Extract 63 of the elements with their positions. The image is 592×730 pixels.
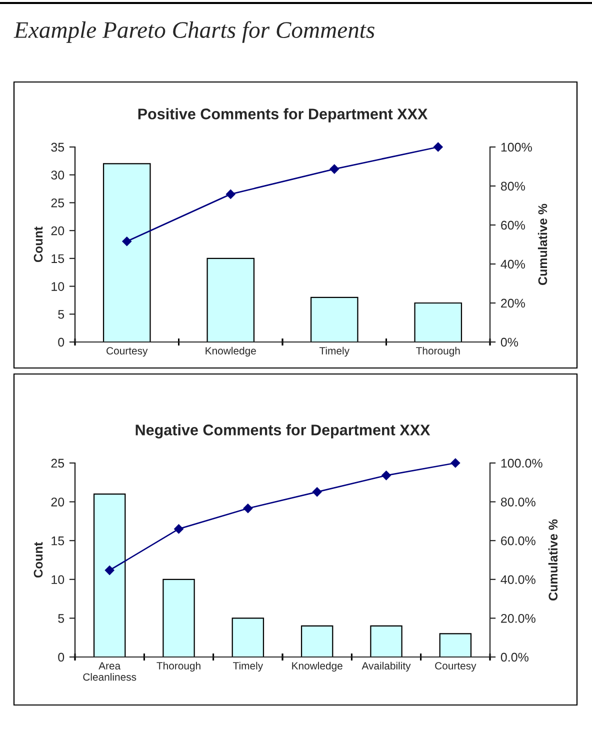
y-tick-label: 15 (52, 536, 64, 546)
y-tick-label: 35 (51, 142, 64, 152)
x-tick-label: Timely (233, 662, 264, 672)
point (104, 566, 114, 575)
x-tick-label: Courtesy (106, 347, 148, 357)
point (122, 236, 132, 246)
bar (370, 625, 402, 657)
point (382, 470, 391, 480)
y2-axis-title: Cumulative % (548, 519, 558, 600)
text: Example Pareto Charts for Comments (14, 21, 374, 43)
y2-tick-label: 20% (501, 298, 525, 308)
y-tick-label: 5 (58, 310, 64, 319)
bar (206, 258, 255, 342)
chart-title: Positive Comments for Department XXX (138, 108, 428, 122)
y-tick-label: 20 (51, 498, 64, 506)
y2-tick-label: 60.0% (501, 536, 536, 546)
y-tick-label: 20 (51, 226, 64, 236)
x-tick-label: Availability (362, 662, 411, 672)
y-axis-title: Count (34, 542, 43, 578)
bar (162, 578, 195, 657)
bar (439, 633, 472, 657)
y2-tick-label: 60% (501, 220, 525, 230)
point (450, 458, 460, 468)
point (312, 487, 322, 497)
x-tick-label: Knowledge (292, 662, 342, 672)
y-tick-label: 25 (51, 198, 64, 208)
y-tick-label: 30 (51, 170, 64, 180)
y2-tick-label: 40% (500, 260, 525, 269)
y-tick-label: 0 (58, 338, 64, 347)
y2-tick-label: 100% (501, 142, 532, 152)
x-tick-label: Timely (319, 346, 350, 357)
y2-tick-label: 0.0% (500, 652, 528, 662)
y2-tick-label: 20.0% (501, 614, 536, 623)
point (434, 142, 443, 152)
point (243, 504, 253, 514)
bar (414, 302, 462, 342)
y2-tick-label: 0% (500, 338, 518, 347)
chart-title: Negative Comments for Department XXX (136, 424, 430, 438)
y2-axis-title: Cumulative % (538, 204, 548, 285)
y-tick-label: 10 (52, 282, 64, 291)
bar (300, 625, 334, 657)
y-tick-label: 5 (58, 614, 64, 623)
point (330, 164, 339, 174)
x-tick-label: Courtesy (435, 662, 476, 672)
x-tick-label: Knowledge (206, 346, 256, 357)
bar (93, 493, 126, 657)
y-tick-label: 15 (52, 254, 64, 264)
y-axis-title: Count (34, 226, 43, 262)
point (174, 524, 184, 534)
bar (102, 163, 151, 342)
y2-tick-label: 80.0% (500, 498, 536, 506)
bar (310, 296, 358, 342)
y-tick-label: 10 (52, 575, 64, 584)
bar (232, 618, 264, 657)
x-tick-label: Thorough (416, 346, 460, 357)
x-tick-label: Thorough (156, 662, 200, 672)
y2-tick-label: 40.0% (500, 575, 536, 584)
y-tick-label: 25 (51, 458, 64, 468)
x-tick-label: Area Cleanliness (83, 662, 136, 681)
point (226, 190, 236, 199)
y-tick-label: 0 (58, 652, 64, 662)
y2-tick-label: 80% (500, 182, 525, 191)
y2-tick-label: 100.0% (501, 458, 542, 468)
